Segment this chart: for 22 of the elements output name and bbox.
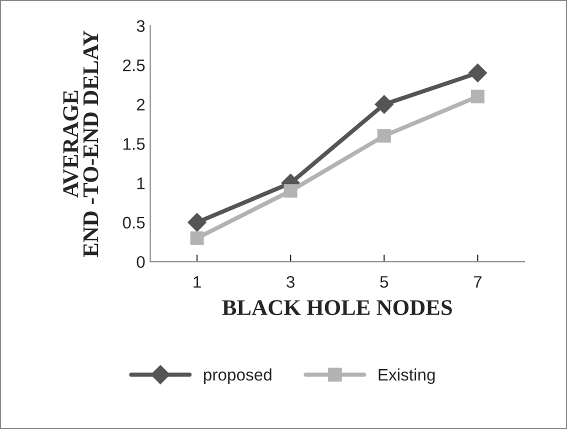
x-tick-label: 1 [194,276,201,288]
x-tick-label: 3 [286,276,294,288]
point [374,95,394,114]
y-axis-title: AVERAGE END -TO-END DELAY [63,30,98,257]
point [188,213,206,232]
y-tick-label: 3 [136,20,145,32]
y-tick-label: 0.5 [122,216,145,229]
legend-label: Existing [378,368,435,384]
x-tick-label: 7 [474,276,482,288]
x-tick-label: 5 [380,276,388,288]
y-tick-label: 2.5 [123,59,145,72]
y-tick-label: 2 [136,98,145,110]
x-axis-title: BLACK HOLE NODES [222,300,452,316]
point [377,129,391,143]
point [470,90,484,104]
point [468,64,488,82]
y-tick-label: 1 [137,178,145,190]
legend-label: proposed [204,368,272,384]
y-tick-label: 1.5 [124,138,145,150]
point [284,184,298,198]
y-tick-label: 0 [136,256,145,268]
point [190,231,204,245]
